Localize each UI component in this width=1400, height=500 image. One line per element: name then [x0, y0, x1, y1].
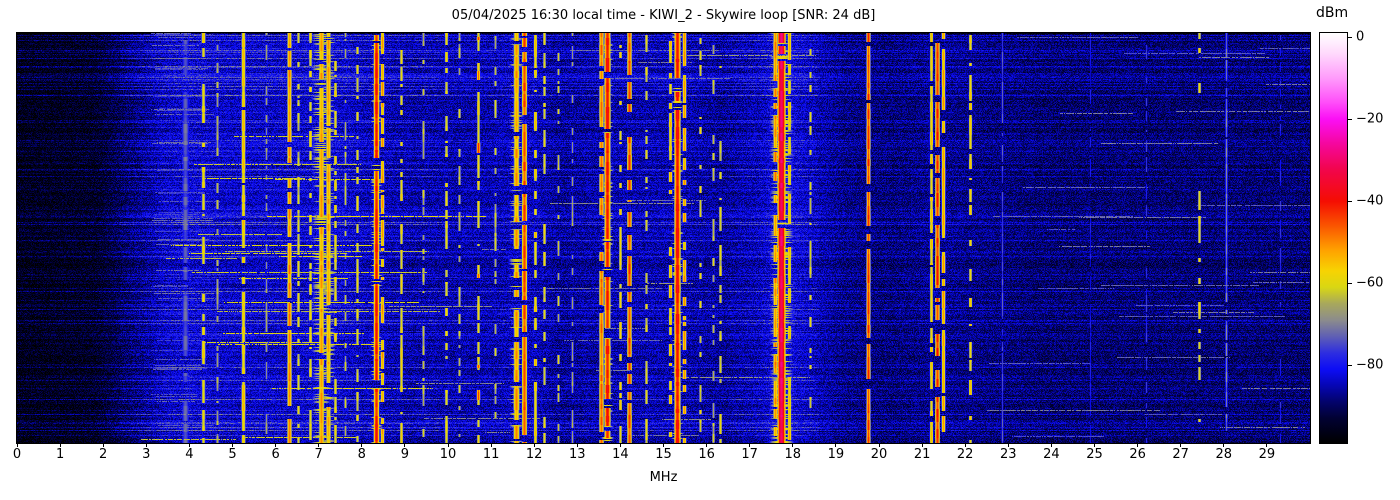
colorbar-unit-label: dBm — [1316, 5, 1349, 21]
x-tick-label: 22 — [956, 447, 974, 462]
colorbar-tick-mark — [1348, 200, 1352, 202]
colorbar-tick-mark — [1348, 36, 1352, 38]
x-tick-mark — [921, 443, 923, 447]
x-tick-label: 28 — [1215, 447, 1233, 462]
x-tick-label: 9 — [400, 447, 410, 462]
x-tick-label: 23 — [1000, 447, 1017, 462]
x-tick-mark — [1094, 443, 1095, 447]
x-tick-mark — [878, 443, 880, 447]
x-tick-label: 12 — [525, 447, 543, 462]
x-tick-mark — [1266, 443, 1268, 447]
colorbar-tick-mark — [1348, 118, 1352, 120]
x-tick-label: 8 — [357, 447, 366, 462]
x-tick-label: 4 — [185, 447, 194, 462]
x-tick-mark — [1180, 443, 1182, 447]
x-tick-mark — [1137, 443, 1139, 447]
x-tick-mark — [404, 443, 406, 447]
colorbar-tick-label: 0 — [1356, 29, 1365, 45]
colorbar — [1319, 32, 1348, 444]
x-tick-label: 17 — [741, 447, 758, 462]
x-tick-mark — [145, 443, 147, 447]
x-tick-label: 13 — [569, 447, 586, 462]
x-tick-label: 18 — [784, 447, 802, 462]
x-tick-label: 1 — [55, 447, 65, 462]
x-tick-mark — [275, 443, 277, 447]
x-tick-mark — [188, 443, 190, 447]
plot-title: 05/04/2025 16:30 local time - KIWI_2 - S… — [451, 8, 876, 23]
x-tick-mark — [361, 443, 363, 447]
x-tick-mark — [619, 443, 621, 447]
x-tick-label: 10 — [439, 447, 457, 462]
x-tick-mark — [1223, 443, 1225, 447]
x-tick-mark — [447, 443, 449, 447]
x-tick-label: 5 — [228, 447, 237, 462]
colorbar-tick-label: −40 — [1356, 193, 1384, 209]
x-tick-mark — [835, 443, 837, 447]
x-tick-label: 27 — [1172, 447, 1189, 462]
x-tick-label: 2 — [99, 447, 108, 462]
x-tick-mark — [59, 443, 61, 447]
x-tick-mark — [663, 443, 664, 447]
x-tick-label: 25 — [1086, 447, 1103, 462]
x-tick-label: 14 — [612, 447, 629, 462]
colorbar-tick-label: −20 — [1356, 111, 1384, 127]
colorbar-tick-mark — [1348, 282, 1352, 284]
waterfall-plot-area — [16, 32, 1311, 444]
x-tick-label: 16 — [698, 447, 715, 462]
x-axis-label: MHz — [649, 470, 678, 485]
waterfall-canvas — [17, 33, 1310, 443]
x-tick-mark — [576, 443, 578, 447]
x-tick-label: 15 — [655, 447, 672, 462]
x-tick-mark — [533, 443, 535, 447]
x-tick-label: 0 — [12, 447, 22, 462]
x-tick-label: 20 — [870, 447, 888, 462]
colorbar-tick-label: −60 — [1356, 275, 1384, 291]
x-tick-label: 19 — [827, 447, 845, 462]
x-tick-mark — [232, 443, 233, 447]
x-tick-label: 24 — [1043, 447, 1060, 462]
x-tick-mark — [964, 443, 966, 447]
x-tick-mark — [102, 443, 104, 447]
x-tick-mark — [318, 443, 320, 447]
x-tick-mark — [1007, 443, 1009, 447]
x-tick-label: 29 — [1258, 447, 1276, 462]
x-tick-label: 6 — [271, 447, 280, 462]
x-tick-mark — [16, 443, 18, 447]
x-tick-label: 11 — [482, 447, 500, 462]
x-tick-mark — [706, 443, 708, 447]
x-tick-label: 26 — [1129, 447, 1146, 462]
x-tick-mark — [1050, 443, 1052, 447]
colorbar-tick-label: −80 — [1356, 357, 1384, 373]
x-tick-mark — [792, 443, 794, 447]
colorbar-tick-mark — [1348, 364, 1352, 366]
x-tick-mark — [490, 443, 492, 447]
x-tick-label: 21 — [913, 447, 931, 462]
x-tick-label: 7 — [314, 447, 323, 462]
x-tick-label: 3 — [142, 447, 151, 462]
x-tick-mark — [749, 443, 751, 447]
